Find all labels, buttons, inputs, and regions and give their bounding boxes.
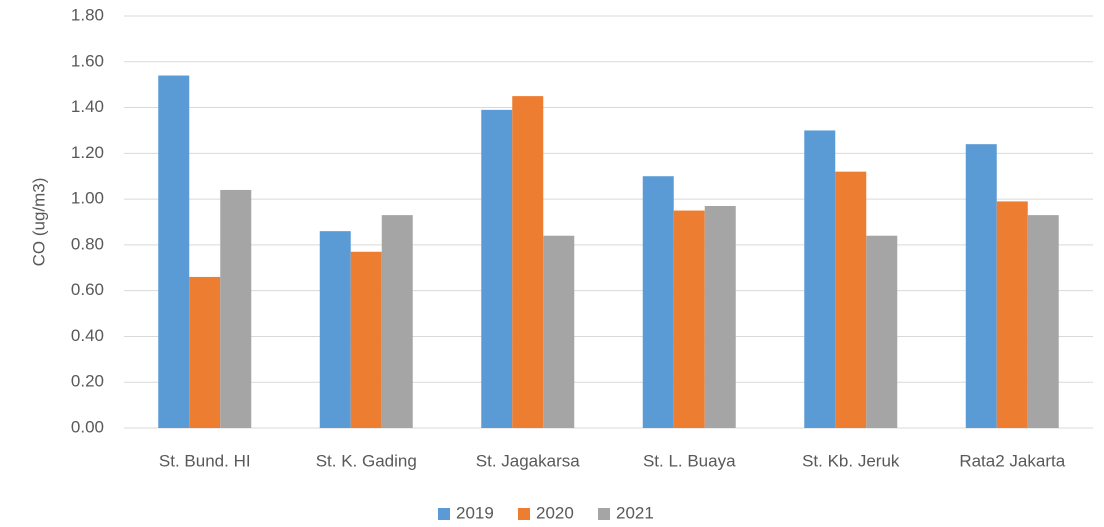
bar <box>350 251 382 428</box>
y-tick-label: 1.40 <box>71 97 104 116</box>
x-tick-label: St. Kb. Jeruk <box>802 451 900 470</box>
y-tick-label: 0.40 <box>71 326 104 345</box>
legend-label: 2021 <box>616 503 654 522</box>
bar <box>1027 215 1059 428</box>
y-tick-label: 0.00 <box>71 417 104 436</box>
legend-swatch <box>438 508 450 520</box>
legend-swatch <box>518 508 530 520</box>
bar <box>996 201 1028 428</box>
bar <box>704 205 736 428</box>
y-tick-label: 1.60 <box>71 51 104 70</box>
bar <box>220 189 252 428</box>
y-tick-label: 0.20 <box>71 372 104 391</box>
legend-label: 2019 <box>456 503 494 522</box>
x-tick-label: St. L. Buaya <box>643 451 736 470</box>
bar <box>481 109 513 428</box>
bar <box>319 231 351 428</box>
y-tick-label: 1.20 <box>71 143 104 162</box>
x-tick-label: St. Bund. HI <box>159 451 251 470</box>
bar <box>804 130 836 428</box>
bar <box>381 215 413 428</box>
bar <box>835 171 867 428</box>
bar <box>673 210 705 428</box>
bar <box>543 235 575 428</box>
x-tick-label: Rata2 Jakarta <box>959 451 1065 470</box>
x-tick-label: St. K. Gading <box>316 451 417 470</box>
y-axis-label: CO (ug/m3) <box>29 178 48 267</box>
legend-swatch <box>598 508 610 520</box>
y-tick-label: 0.80 <box>71 234 104 253</box>
y-tick-label: 0.60 <box>71 280 104 299</box>
bar <box>642 176 674 428</box>
bar <box>158 75 190 428</box>
bar <box>512 96 544 428</box>
bar <box>189 276 221 428</box>
x-tick-label: St. Jagakarsa <box>476 451 580 470</box>
bar <box>866 235 898 428</box>
y-tick-label: 1.80 <box>71 5 104 24</box>
y-tick-label: 1.00 <box>71 189 104 208</box>
bar <box>965 144 997 428</box>
legend-label: 2020 <box>536 503 574 522</box>
